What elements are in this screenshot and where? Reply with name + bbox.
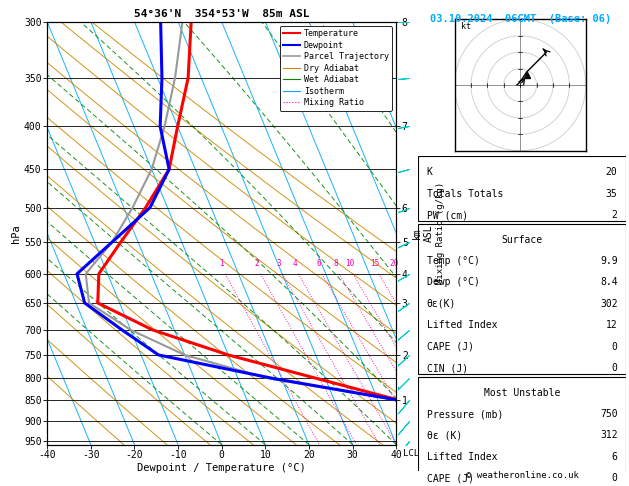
Text: 10: 10 — [345, 259, 354, 268]
Text: 750: 750 — [600, 409, 618, 419]
X-axis label: Dewpoint / Temperature (°C): Dewpoint / Temperature (°C) — [137, 463, 306, 473]
Text: 3: 3 — [277, 259, 281, 268]
Bar — [418, 224, 626, 374]
Text: K: K — [426, 167, 433, 177]
Text: 15: 15 — [370, 259, 380, 268]
Text: CAPE (J): CAPE (J) — [426, 473, 474, 483]
Text: Mixing Ratio (g/kg): Mixing Ratio (g/kg) — [436, 182, 445, 284]
Y-axis label: km
ASL: km ASL — [412, 225, 433, 242]
Text: Dewp (°C): Dewp (°C) — [426, 278, 479, 287]
Text: Temp (°C): Temp (°C) — [426, 256, 479, 266]
Y-axis label: hPa: hPa — [11, 224, 21, 243]
Text: θε(K): θε(K) — [426, 299, 456, 309]
Text: 0: 0 — [611, 342, 618, 352]
Bar — [418, 377, 626, 486]
Text: 1: 1 — [220, 259, 224, 268]
Text: Lifted Index: Lifted Index — [426, 320, 497, 330]
Text: LCL: LCL — [403, 449, 420, 458]
Bar — [418, 156, 626, 221]
Text: 0: 0 — [611, 363, 618, 373]
Text: 2: 2 — [255, 259, 259, 268]
Text: kt: kt — [461, 22, 471, 31]
Text: 8: 8 — [333, 259, 338, 268]
Text: 12: 12 — [606, 320, 618, 330]
Text: 35: 35 — [606, 189, 618, 199]
Text: 03.10.2024  06GMT  (Base: 06): 03.10.2024 06GMT (Base: 06) — [430, 14, 611, 24]
Legend: Temperature, Dewpoint, Parcel Trajectory, Dry Adiabat, Wet Adiabat, Isotherm, Mi: Temperature, Dewpoint, Parcel Trajectory… — [280, 26, 392, 111]
Text: 302: 302 — [600, 299, 618, 309]
Text: θε (K): θε (K) — [426, 431, 462, 440]
Text: CAPE (J): CAPE (J) — [426, 342, 474, 352]
Text: 6: 6 — [611, 452, 618, 462]
Text: CIN (J): CIN (J) — [426, 363, 468, 373]
Text: Surface: Surface — [501, 235, 543, 244]
Text: 9.9: 9.9 — [600, 256, 618, 266]
Text: 312: 312 — [600, 431, 618, 440]
Text: 54°36'N  354°53'W  85m ASL: 54°36'N 354°53'W 85m ASL — [134, 9, 309, 19]
Text: 6: 6 — [316, 259, 321, 268]
Text: 8.4: 8.4 — [600, 278, 618, 287]
Text: Pressure (mb): Pressure (mb) — [426, 409, 503, 419]
Text: PW (cm): PW (cm) — [426, 210, 468, 220]
Text: 4: 4 — [292, 259, 298, 268]
Text: 0: 0 — [611, 473, 618, 483]
Text: © weatheronline.co.uk: © weatheronline.co.uk — [465, 471, 579, 480]
Text: Most Unstable: Most Unstable — [484, 388, 560, 398]
Text: 20: 20 — [389, 259, 398, 268]
Text: 2: 2 — [611, 210, 618, 220]
Text: Totals Totals: Totals Totals — [426, 189, 503, 199]
Text: 20: 20 — [606, 167, 618, 177]
Text: Lifted Index: Lifted Index — [426, 452, 497, 462]
